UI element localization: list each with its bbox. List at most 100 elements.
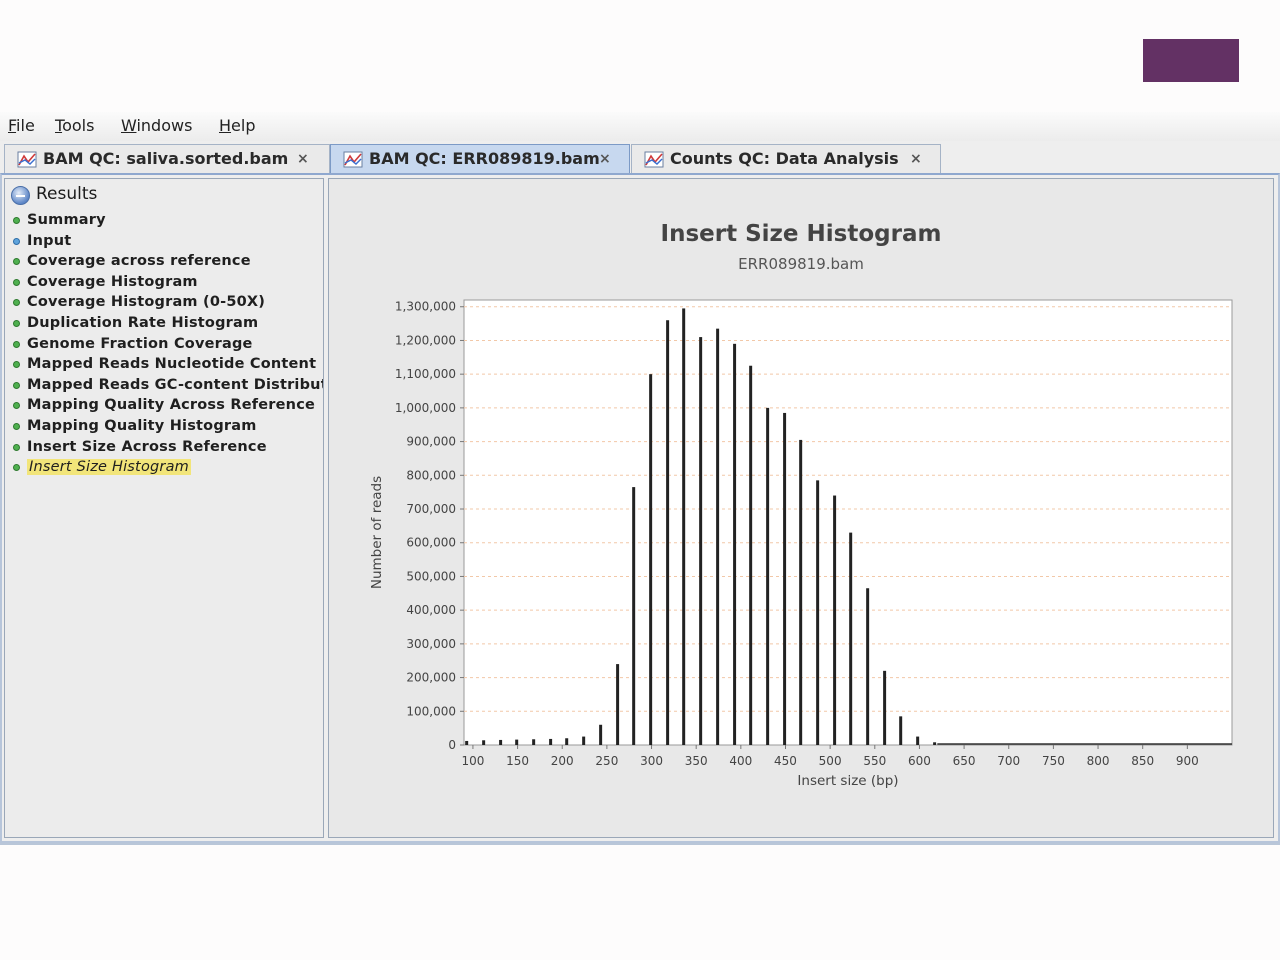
x-tick-label: 900 — [1176, 754, 1199, 768]
close-icon[interactable]: × — [599, 151, 611, 167]
tree-item-label: Input — [27, 232, 72, 249]
y-tick-label: 1,100,000 — [395, 367, 456, 381]
green-dot-icon — [13, 278, 20, 286]
x-tick-label: 800 — [1087, 754, 1110, 768]
tree-item[interactable]: Insert Size Histogram — [5, 457, 323, 478]
tree-item[interactable]: Duplication Rate Histogram — [5, 313, 323, 334]
histogram-bar — [799, 439, 803, 745]
y-tick-label: 500,000 — [406, 569, 456, 583]
menu-tools[interactable]: Tools — [55, 116, 95, 135]
y-tick-label: 900,000 — [406, 435, 456, 449]
green-dot-icon — [13, 319, 20, 327]
histogram-bar — [733, 343, 737, 745]
accent-block — [1143, 39, 1239, 82]
histogram-bar — [549, 738, 553, 745]
tree-item-label: Coverage Histogram — [27, 273, 198, 290]
green-dot-icon — [13, 381, 20, 389]
tree-item[interactable]: Mapping Quality Histogram — [5, 416, 323, 437]
histogram-bar — [616, 664, 620, 745]
tab-label: BAM QC: saliva.sorted.bam — [43, 149, 289, 168]
tree-item[interactable]: Coverage across reference — [5, 251, 323, 272]
histogram-bar — [515, 739, 519, 745]
histogram-bar — [816, 480, 820, 745]
tree-item-label: Coverage across reference — [27, 253, 251, 270]
green-dot-icon — [13, 217, 20, 224]
chart-panel: Insert Size Histogram ERR089819.bam 0 100,0… — [328, 178, 1274, 838]
results-list: Summary Input Coverage across reference Cov… — [5, 210, 323, 478]
chart-title: Insert Size Histogram — [661, 221, 942, 247]
green-dot-icon — [13, 422, 20, 430]
tree-item[interactable]: Mapping Quality Across Reference — [5, 395, 323, 416]
tree-item[interactable]: Summary — [5, 210, 323, 231]
histogram-bar — [582, 736, 586, 745]
menu-windows[interactable]: Windows — [121, 116, 193, 135]
tree-item[interactable]: Mapped Reads GC-content Distributi — [5, 375, 323, 396]
x-tick-label: 350 — [685, 754, 708, 768]
x-tick-label: 500 — [819, 754, 842, 768]
collapse-icon[interactable] — [11, 186, 30, 205]
menu-bar: File Tools Windows Help — [0, 112, 1280, 141]
tab-bam-qc-saliva[interactable]: BAM QC: saliva.sorted.bam × — [4, 144, 330, 173]
histogram-bar — [766, 407, 770, 745]
tree-item[interactable]: Coverage Histogram (0-50X) — [5, 292, 323, 313]
histogram-bar — [933, 742, 937, 745]
tree-item-label: Summary — [27, 212, 106, 228]
menu-help[interactable]: Help — [219, 116, 256, 135]
y-tick-label: 1,000,000 — [395, 401, 456, 415]
application-window: File Tools Windows Help BAM QC: saliva.s… — [0, 112, 1280, 845]
histogram-bar — [849, 532, 853, 745]
histogram-bar — [716, 328, 720, 745]
tree-item-label: Duplication Rate Histogram — [27, 314, 259, 331]
histogram-bar — [899, 716, 903, 745]
histogram-bar — [599, 724, 603, 745]
y-tick-label: 1,300,000 — [395, 300, 456, 314]
tab-label: Counts QC: Data Analysis — [670, 149, 899, 168]
histogram-bar — [632, 487, 636, 745]
green-dot-icon — [13, 464, 20, 472]
y-tick-label: 1,200,000 — [395, 333, 456, 347]
tree-item-label: Mapping Quality Histogram — [27, 417, 257, 434]
tree-item[interactable]: Genome Fraction Coverage — [5, 334, 323, 355]
histogram-bar — [682, 308, 686, 745]
y-tick-label: 600,000 — [406, 536, 456, 550]
tree-item[interactable]: Coverage Histogram — [5, 272, 323, 293]
histogram-bar — [883, 670, 887, 745]
x-tick-label: 300 — [640, 754, 663, 768]
tree-item-label: Insert Size Histogram — [27, 459, 191, 476]
histogram-bar — [499, 739, 503, 745]
histogram-bar — [649, 374, 653, 745]
menu-file[interactable]: File — [8, 116, 35, 135]
tree-item[interactable]: Insert Size Across Reference — [5, 437, 323, 458]
tab-counts-qc[interactable]: Counts QC: Data Analysis × — [631, 144, 941, 173]
y-tick-label: 100,000 — [406, 704, 456, 718]
insert-size-histogram-chart: Insert Size Histogram ERR089819.bam 0 100,0… — [369, 221, 1233, 789]
tab-label: BAM QC: ERR089819.bam — [369, 149, 600, 168]
y-tick-label: 700,000 — [406, 502, 456, 516]
histogram-bar — [916, 736, 920, 745]
x-tick-label: 700 — [997, 754, 1020, 768]
histogram-bar — [833, 495, 837, 745]
tree-item-label: Genome Fraction Coverage — [27, 335, 253, 352]
plot-area — [463, 299, 1233, 746]
y-tick-label: 400,000 — [406, 603, 456, 617]
x-tick-label: 650 — [953, 754, 976, 768]
x-tick-label: 450 — [774, 754, 797, 768]
x-tick-label: 200 — [551, 754, 574, 768]
histogram-bar — [699, 337, 703, 745]
tree-item[interactable]: Mapped Reads Nucleotide Content — [5, 354, 323, 375]
results-tree-panel: Results Summary Input Coverage across refe… — [4, 178, 324, 838]
green-dot-icon — [13, 361, 20, 369]
close-icon[interactable]: × — [297, 151, 309, 167]
tab-bam-qc-err089819[interactable]: BAM QC: ERR089819.bam × — [330, 144, 630, 173]
close-icon[interactable]: × — [910, 151, 922, 167]
tree-item[interactable]: Input — [5, 231, 323, 252]
tree-item-label: Mapping Quality Across Reference — [27, 397, 316, 414]
x-tick-label: 600 — [908, 754, 931, 768]
y-tick-label: 300,000 — [406, 637, 456, 651]
x-tick-label: 550 — [863, 754, 886, 768]
chart-subtitle: ERR089819.bam — [738, 255, 864, 273]
y-tick-label: 200,000 — [406, 671, 456, 685]
x-axis-label: Insert size (bp) — [797, 773, 898, 789]
histogram-bar — [532, 739, 536, 745]
histogram-bar — [749, 365, 753, 745]
